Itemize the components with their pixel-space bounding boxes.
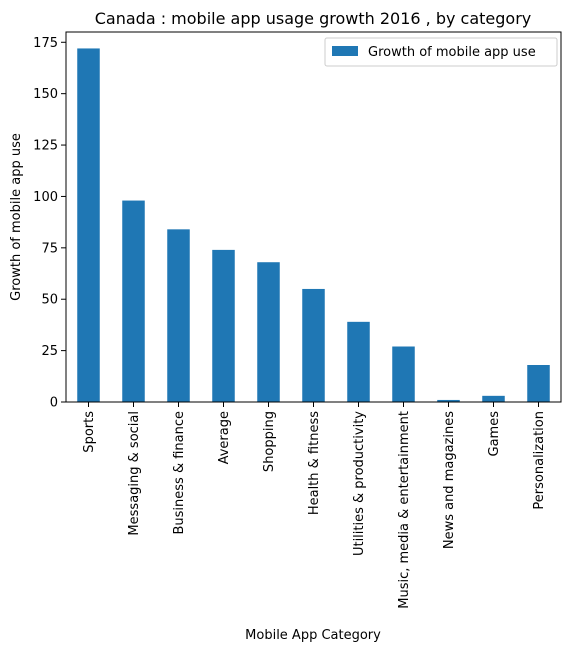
y-axis-label: Growth of mobile app use <box>9 133 24 301</box>
x-tick-label-10: Personalization <box>532 411 547 510</box>
bar-5 <box>302 288 325 402</box>
x-axis-label: Mobile App Category <box>245 628 381 643</box>
bar-7 <box>392 346 415 402</box>
y-tick-label-7: 175 <box>33 36 58 51</box>
bar-0 <box>77 48 100 402</box>
plot-area: 0 25 50 75 100 125 150 175 Sports Messaging & soc… <box>33 31 562 609</box>
bar-3 <box>212 249 235 402</box>
x-tick-label-8: News and magazines <box>442 411 457 549</box>
x-tick-label-9: Games <box>487 411 502 457</box>
x-tick-label-7: Music, media & entertainment <box>397 411 412 609</box>
x-tick-label-3: Average <box>217 411 232 464</box>
x-tick-label-2: Business & finance <box>172 411 187 535</box>
bar-6 <box>347 321 370 402</box>
y-tick-label-6: 150 <box>33 87 58 102</box>
bar-4 <box>257 262 280 402</box>
legend-swatch <box>332 46 358 56</box>
legend: Growth of mobile app use <box>324 37 558 67</box>
y-tick-label-1: 25 <box>41 344 58 359</box>
y-tick-label-2: 50 <box>41 293 58 308</box>
x-tick-label-1: Messaging & social <box>127 411 142 536</box>
y-tick-label-4: 100 <box>33 190 58 205</box>
y-tick-label-5: 125 <box>33 139 58 154</box>
legend-frame <box>324 37 558 67</box>
bar-9 <box>482 395 505 402</box>
x-tick-label-0: Sports <box>82 411 97 453</box>
chart-title: Canada : mobile app usage growth 2016 , … <box>95 9 532 28</box>
bar-1 <box>122 200 145 402</box>
y-tick-label-3: 75 <box>41 241 58 256</box>
x-tick-label-4: Shopping <box>262 411 277 472</box>
x-tick-label-5: Health & fitness <box>307 411 322 515</box>
y-tick-label-0: 0 <box>50 396 58 411</box>
bar-10 <box>527 365 550 402</box>
x-tick-label-6: Utilities & productivity <box>352 411 367 556</box>
legend-label: Growth of mobile app use <box>368 45 536 60</box>
bar-2 <box>167 229 190 402</box>
bar-8 <box>437 399 460 402</box>
